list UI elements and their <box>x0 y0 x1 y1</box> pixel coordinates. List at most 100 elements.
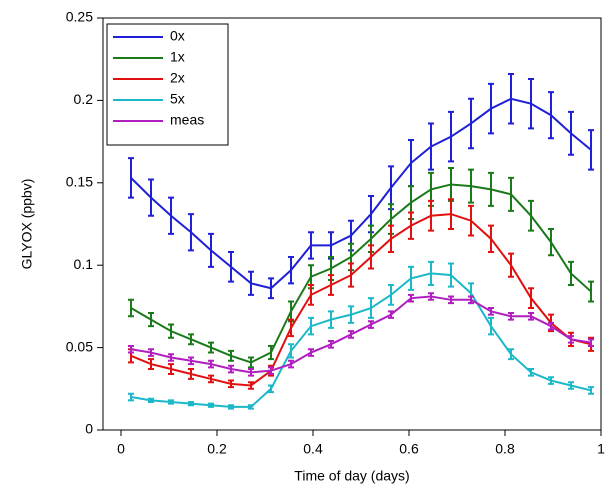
legend-label: 5x <box>170 91 185 107</box>
error-bar <box>168 323 175 339</box>
error-bar <box>448 295 454 305</box>
error-bar <box>388 224 394 254</box>
error-bar <box>247 381 254 390</box>
error-bar <box>247 270 254 296</box>
error-bar <box>148 178 154 217</box>
y-tick-label: 0.15 <box>66 174 93 190</box>
error-bar <box>288 255 295 285</box>
error-bar <box>487 307 494 316</box>
error-bar <box>367 297 374 319</box>
error-bar <box>208 232 214 268</box>
error-bar <box>247 368 254 377</box>
error-bar <box>588 338 595 347</box>
y-tick-label: 0.05 <box>66 338 93 354</box>
error-bar <box>148 348 154 357</box>
error-bar <box>427 122 434 171</box>
error-bar <box>168 363 175 375</box>
error-bar <box>448 262 454 288</box>
y-axis-label: GLYOX (ppbv) <box>19 179 35 270</box>
error-bar <box>427 199 434 232</box>
error-bar <box>247 356 254 369</box>
error-bar <box>288 343 295 359</box>
error-bar <box>348 330 355 339</box>
error-bar <box>568 110 574 156</box>
error-bar <box>468 204 475 237</box>
error-bar <box>168 353 175 362</box>
error-bar <box>328 310 334 329</box>
x-tick-label: 1 <box>597 441 605 457</box>
x-axis-label: Time of day (days) <box>294 468 409 484</box>
error-bar <box>288 300 295 323</box>
error-bar <box>348 305 355 324</box>
legend-label: meas <box>170 112 204 128</box>
plot-frame <box>102 17 602 431</box>
error-bar <box>288 318 295 338</box>
error-bar <box>448 198 454 230</box>
legend-label: 1x <box>170 49 185 65</box>
error-bar <box>127 392 134 402</box>
error-bar <box>568 335 574 344</box>
error-bar <box>228 379 235 389</box>
error-bar <box>168 196 175 235</box>
error-bar <box>528 77 535 130</box>
error-bar <box>228 404 235 410</box>
series-line <box>130 272 592 408</box>
error-bar <box>367 320 374 329</box>
error-bar <box>528 368 535 377</box>
error-bar <box>228 364 235 374</box>
legend-box <box>106 23 229 146</box>
error-bar <box>348 262 355 288</box>
error-bar <box>547 376 554 385</box>
error-bar <box>508 252 514 278</box>
error-bar <box>588 280 595 303</box>
error-bar <box>307 316 314 336</box>
error-bar <box>288 359 295 369</box>
error-bar <box>367 244 374 270</box>
error-bar <box>228 251 235 283</box>
error-bar <box>307 283 314 306</box>
error-bar <box>408 293 415 303</box>
error-bar <box>508 73 514 125</box>
error-bar <box>408 138 415 188</box>
error-bar <box>468 295 475 305</box>
series-line <box>130 295 592 374</box>
error-bar <box>127 298 134 318</box>
error-bar <box>568 381 574 390</box>
series-line <box>130 97 592 290</box>
legend-label: 0x <box>170 28 185 44</box>
error-bar <box>307 231 314 260</box>
error-bar <box>187 213 194 252</box>
error-bar <box>307 348 314 357</box>
error-bar <box>427 292 434 301</box>
y-tick-label: 0 <box>85 421 93 437</box>
error-bar <box>127 344 134 354</box>
y-tick-label: 0.25 <box>66 9 93 25</box>
error-bar <box>547 227 554 257</box>
error-bar <box>208 341 214 354</box>
error-bar <box>268 344 274 361</box>
x-tick-label: 0.2 <box>207 441 227 457</box>
y-tick-label: 0.2 <box>74 91 94 107</box>
error-bar <box>468 168 475 204</box>
error-bar <box>208 402 214 408</box>
error-bar <box>487 82 494 135</box>
error-bar <box>228 349 235 362</box>
error-bar <box>148 311 154 328</box>
error-bar <box>187 368 194 380</box>
error-bar <box>408 211 415 240</box>
error-bar <box>328 340 334 349</box>
error-bar <box>547 91 554 140</box>
error-bar <box>528 287 535 310</box>
error-bar <box>427 260 434 286</box>
error-bar <box>187 356 194 366</box>
error-bar <box>388 310 394 319</box>
error-bar <box>568 260 574 286</box>
error-bar <box>487 316 494 336</box>
error-bar <box>408 265 415 291</box>
error-bar <box>448 110 454 163</box>
error-bar <box>468 97 475 150</box>
legend-label: 2x <box>170 70 185 86</box>
error-bar <box>508 176 514 212</box>
error-bar <box>247 404 254 410</box>
